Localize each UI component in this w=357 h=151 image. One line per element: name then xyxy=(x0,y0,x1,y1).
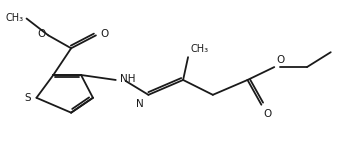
Text: N: N xyxy=(136,99,144,109)
Text: O: O xyxy=(276,55,285,65)
Text: O: O xyxy=(37,29,45,39)
Text: S: S xyxy=(24,93,30,103)
Text: O: O xyxy=(101,29,109,39)
Text: CH₃: CH₃ xyxy=(190,44,208,54)
Text: NH: NH xyxy=(120,74,135,84)
Text: O: O xyxy=(263,109,272,119)
Text: CH₃: CH₃ xyxy=(5,13,24,22)
